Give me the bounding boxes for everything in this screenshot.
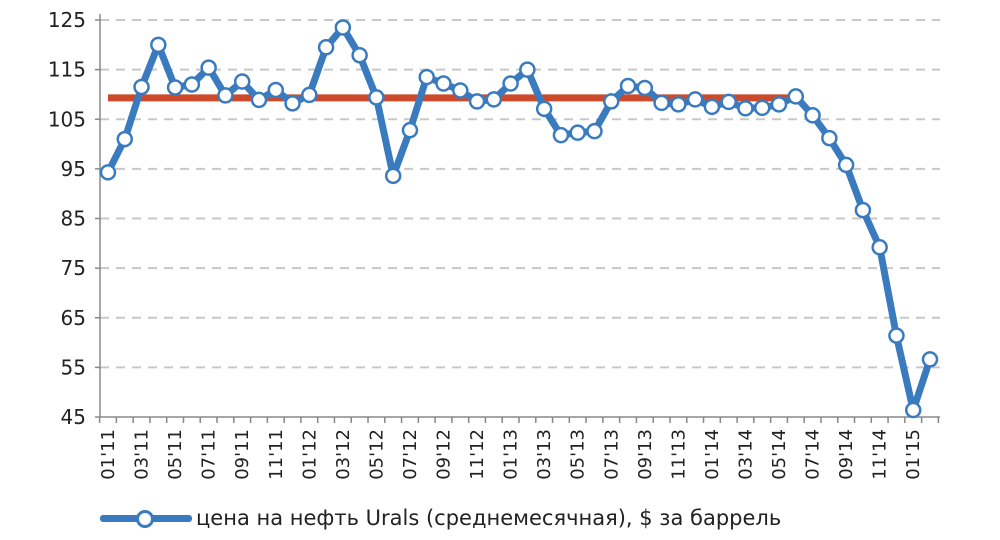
data-point: [552, 126, 570, 144]
series-urals-price: [99, 19, 939, 419]
x-tick-label: 03'11: [132, 429, 153, 480]
x-tick-label: 05'13: [568, 429, 589, 480]
axes: [95, 14, 940, 423]
x-tick-label: 01'11: [98, 429, 119, 480]
y-tick-label: 85: [61, 207, 86, 231]
legend-label: цена на нефть Urals (среднемесячная), $ …: [196, 506, 782, 530]
data-point: [686, 91, 704, 108]
data-point: [703, 98, 721, 116]
x-tick-label: 05'14: [769, 429, 790, 480]
data-point: [200, 59, 217, 76]
x-tick-label: 09'11: [232, 429, 253, 480]
data-point: [787, 88, 805, 105]
x-tick-label: 03'12: [333, 429, 354, 480]
x-tick-label: 09'13: [635, 429, 656, 480]
data-point: [619, 77, 637, 95]
data-point: [301, 86, 318, 104]
x-tick-label: 01'13: [501, 429, 522, 480]
data-point: [435, 75, 452, 92]
data-point: [770, 96, 788, 113]
data-point: [653, 94, 670, 112]
y-tick-label: 75: [61, 256, 86, 280]
x-tick-label: 07'12: [400, 429, 421, 480]
data-point: [150, 36, 167, 54]
data-point: [233, 73, 251, 90]
data-point: [351, 46, 368, 64]
data-point: [468, 93, 486, 110]
x-tick-label: 01'15: [903, 429, 924, 480]
data-point: [401, 121, 419, 139]
data-point: [368, 89, 385, 106]
x-axis-tick-labels: 01'11 03'11 05'11 07'11 09'11 11'11 01'12 03'12…: [98, 429, 924, 480]
y-tick-label: 95: [61, 157, 86, 181]
x-tick-label: 07'13: [601, 429, 622, 480]
x-tick-label: 11'11: [266, 429, 287, 480]
data-point: [418, 68, 435, 86]
x-tick-label: 03'14: [735, 429, 756, 480]
data-point: [753, 99, 771, 117]
y-tick-label: 55: [61, 355, 86, 379]
data-point: [183, 76, 201, 93]
data-point: [519, 61, 536, 78]
data-point: [485, 91, 503, 108]
data-point: [317, 39, 335, 56]
data-point: [854, 201, 872, 219]
data-point: [888, 327, 905, 344]
x-tick-label: 09'14: [836, 429, 857, 480]
x-tick-label: 01'14: [702, 429, 723, 480]
x-tick-label: 09'12: [434, 429, 455, 480]
y-tick-label: 45: [61, 405, 86, 429]
data-point: [284, 95, 301, 112]
data-point: [904, 401, 922, 419]
x-tick-label: 05'11: [165, 429, 186, 480]
data-point: [166, 79, 184, 96]
data-point: [267, 81, 285, 99]
data-point: [871, 239, 888, 256]
legend-swatch: [100, 506, 192, 530]
y-axis-tick-labels: 45 55 65 75 85 95 105 115 125: [48, 8, 86, 429]
data-point: [720, 93, 737, 111]
data-point: [586, 122, 603, 140]
data-point: [737, 100, 754, 117]
data-point: [535, 100, 553, 118]
x-tick-label: 03'13: [534, 429, 555, 480]
x-tick-label: 07'11: [199, 429, 220, 480]
data-point: [804, 107, 821, 124]
x-tick-label: 11'14: [870, 429, 891, 480]
data-point: [334, 19, 352, 36]
data-point: [821, 129, 838, 147]
data-point: [250, 91, 268, 109]
x-tick-label: 01'12: [299, 429, 320, 480]
x-tick-label: 11'12: [467, 429, 488, 480]
data-point: [670, 96, 687, 113]
data-point: [921, 351, 939, 368]
x-tick-label: 05'12: [366, 429, 387, 480]
data-point: [636, 79, 654, 97]
data-point: [116, 130, 134, 148]
data-point: [502, 75, 519, 92]
legend: цена на нефть Urals (среднемесячная), $ …: [100, 502, 781, 534]
data-point: [603, 93, 620, 110]
data-point: [569, 124, 586, 141]
data-point: [217, 87, 234, 104]
data-point: [133, 78, 150, 96]
y-tick-label: 125: [48, 8, 86, 32]
data-point: [99, 164, 117, 181]
data-point: [384, 167, 402, 185]
x-tick-label: 11'13: [668, 429, 689, 480]
y-tick-label: 115: [48, 58, 86, 82]
y-tick-label: 105: [48, 107, 86, 131]
y-tick-label: 65: [61, 306, 86, 330]
data-point: [452, 82, 469, 99]
x-tick-label: 07'14: [803, 429, 824, 480]
data-point: [837, 156, 855, 174]
legend-marker-icon: [136, 510, 154, 528]
